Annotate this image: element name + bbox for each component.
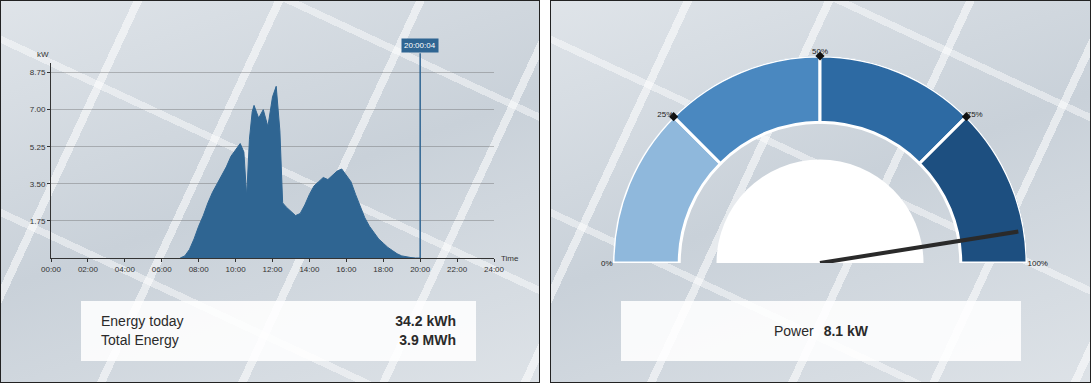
svg-text:22:00: 22:00 <box>447 265 468 274</box>
svg-text:18:00: 18:00 <box>373 265 394 274</box>
svg-text:20:00: 20:00 <box>410 265 431 274</box>
svg-text:25%: 25% <box>657 110 673 119</box>
svg-text:12:00: 12:00 <box>262 265 283 274</box>
html-text:Power: Power <box>774 323 814 339</box>
html-text:Total Energy: Total Energy <box>101 332 179 348</box>
svg-text:0%: 0% <box>601 259 613 268</box>
svg-text:5.25: 5.25 <box>30 143 46 152</box>
svg-text:7.00: 7.00 <box>30 105 46 114</box>
svg-text:1.75: 1.75 <box>30 217 46 226</box>
html-text:3.9 MWh: 3.9 MWh <box>399 332 456 348</box>
svg-text:kW: kW <box>37 50 49 59</box>
html-text:8.1 kW: 8.1 kW <box>823 323 868 339</box>
html-text:Energy today: Energy today <box>101 313 184 329</box>
svg-text:04:00: 04:00 <box>115 265 136 274</box>
svg-text:8.75: 8.75 <box>30 68 46 77</box>
svg-text:20:00:04: 20:00:04 <box>404 41 436 50</box>
svg-text:02:00: 02:00 <box>78 265 99 274</box>
svg-text:24:00: 24:00 <box>484 265 505 274</box>
svg-text:16:00: 16:00 <box>336 265 357 274</box>
svg-text:50%: 50% <box>812 47 828 56</box>
html-text:34.2 kWh: 34.2 kWh <box>395 313 456 329</box>
svg-text:100%: 100% <box>1028 259 1048 268</box>
svg-text:14:00: 14:00 <box>299 265 320 274</box>
svg-text:75%: 75% <box>967 110 983 119</box>
svg-text:10:00: 10:00 <box>226 265 247 274</box>
svg-text:00:00: 00:00 <box>41 265 62 274</box>
svg-text:08:00: 08:00 <box>189 265 210 274</box>
svg-text:06:00: 06:00 <box>152 265 173 274</box>
svg-text:3.50: 3.50 <box>30 180 46 189</box>
svg-text:Time: Time <box>501 254 519 263</box>
